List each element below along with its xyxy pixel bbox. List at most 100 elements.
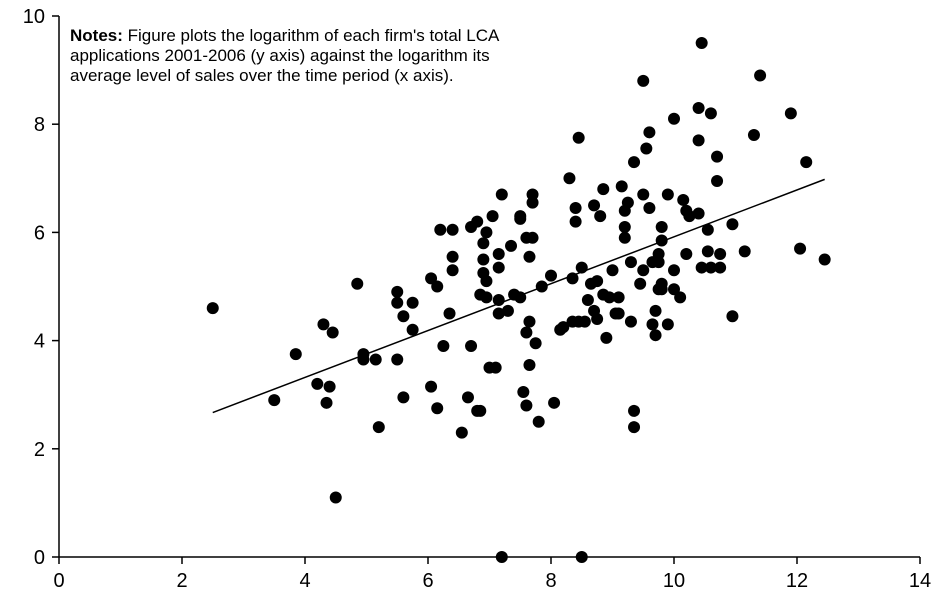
- data-point: [431, 402, 444, 415]
- y-tick-label: 6: [34, 222, 45, 244]
- data-point: [692, 101, 705, 114]
- data-point: [597, 183, 610, 196]
- data-point: [317, 318, 330, 331]
- data-point: [661, 188, 674, 201]
- data-point: [680, 248, 693, 261]
- data-point: [443, 307, 456, 320]
- data-point: [523, 250, 536, 263]
- x-tick-label: 0: [53, 570, 64, 592]
- data-point: [637, 188, 650, 201]
- data-point: [640, 142, 653, 155]
- data-point: [357, 348, 370, 361]
- data-point: [311, 377, 324, 390]
- data-point: [624, 256, 637, 269]
- x-tick-label: 8: [545, 570, 556, 592]
- data-point: [704, 261, 717, 274]
- data-point: [668, 283, 680, 296]
- data-point: [492, 261, 505, 274]
- data-point: [489, 361, 502, 374]
- data-point: [526, 231, 539, 244]
- notes-annotation: Notes: Figure plots the logarithm of eac…: [70, 26, 540, 86]
- data-point: [628, 156, 641, 169]
- data-point: [532, 415, 545, 428]
- data-point: [726, 310, 739, 323]
- data-point: [369, 353, 382, 366]
- data-point: [643, 202, 656, 215]
- data-point: [726, 218, 739, 231]
- data-point: [621, 196, 634, 209]
- data-point: [794, 242, 807, 255]
- data-point: [628, 421, 641, 434]
- trend-line: [212, 178, 825, 414]
- data-point: [529, 337, 542, 350]
- data-point: [437, 340, 450, 353]
- data-point: [517, 385, 530, 398]
- data-point: [637, 264, 650, 277]
- data-point: [486, 210, 499, 223]
- data-point: [683, 210, 696, 223]
- notes-text: Figure plots the logarithm of each firm'…: [70, 26, 499, 85]
- data-point: [652, 248, 665, 261]
- data-point: [738, 245, 751, 258]
- data-point: [603, 291, 616, 304]
- data-point: [591, 312, 604, 325]
- data-point: [563, 172, 576, 185]
- data-point: [397, 310, 410, 323]
- data-point: [391, 353, 404, 366]
- data-point: [465, 340, 478, 353]
- data-point: [372, 421, 385, 434]
- data-point: [391, 296, 404, 309]
- data-point: [425, 272, 438, 285]
- data-point: [581, 294, 594, 307]
- data-point: [618, 231, 631, 244]
- data-point: [588, 199, 601, 212]
- data-point: [495, 551, 508, 563]
- data-point: [695, 37, 708, 50]
- data-point: [206, 302, 219, 315]
- data-point: [606, 264, 619, 277]
- data-point: [320, 396, 333, 409]
- data-point: [714, 261, 727, 274]
- data-point: [578, 315, 591, 328]
- data-point: [655, 277, 668, 290]
- x-tick-label: 14: [909, 570, 931, 592]
- data-point: [523, 358, 536, 371]
- data-point: [351, 277, 364, 290]
- data-point: [326, 326, 339, 339]
- data-point: [784, 107, 797, 120]
- y-tick-label: 0: [34, 547, 45, 569]
- data-point: [711, 175, 724, 188]
- data-point: [628, 404, 641, 417]
- data-point: [677, 193, 690, 206]
- data-points: [206, 37, 831, 563]
- data-point: [818, 253, 831, 266]
- data-point: [566, 272, 579, 285]
- data-point: [446, 250, 459, 263]
- x-tick-label: 10: [663, 570, 685, 592]
- data-point: [649, 329, 662, 342]
- data-point: [289, 348, 302, 361]
- data-point: [615, 180, 628, 193]
- data-point: [643, 126, 656, 139]
- notes-label: Notes:: [70, 26, 123, 45]
- data-point: [446, 264, 459, 277]
- data-point: [492, 307, 505, 320]
- data-point: [711, 150, 724, 163]
- data-point: [714, 248, 727, 261]
- data-point: [668, 112, 680, 125]
- data-point: [800, 156, 813, 169]
- data-point: [406, 323, 419, 336]
- data-point: [514, 210, 527, 223]
- data-point: [548, 396, 561, 409]
- data-point: [649, 304, 662, 317]
- x-tick-label: 4: [299, 570, 310, 592]
- y-tick-label: 2: [34, 439, 45, 461]
- data-point: [674, 291, 687, 304]
- data-point: [425, 380, 438, 393]
- data-point: [569, 202, 582, 215]
- data-point: [704, 107, 717, 120]
- data-point: [477, 237, 490, 250]
- data-point: [591, 275, 604, 288]
- data-point: [268, 394, 281, 407]
- data-point: [329, 491, 342, 504]
